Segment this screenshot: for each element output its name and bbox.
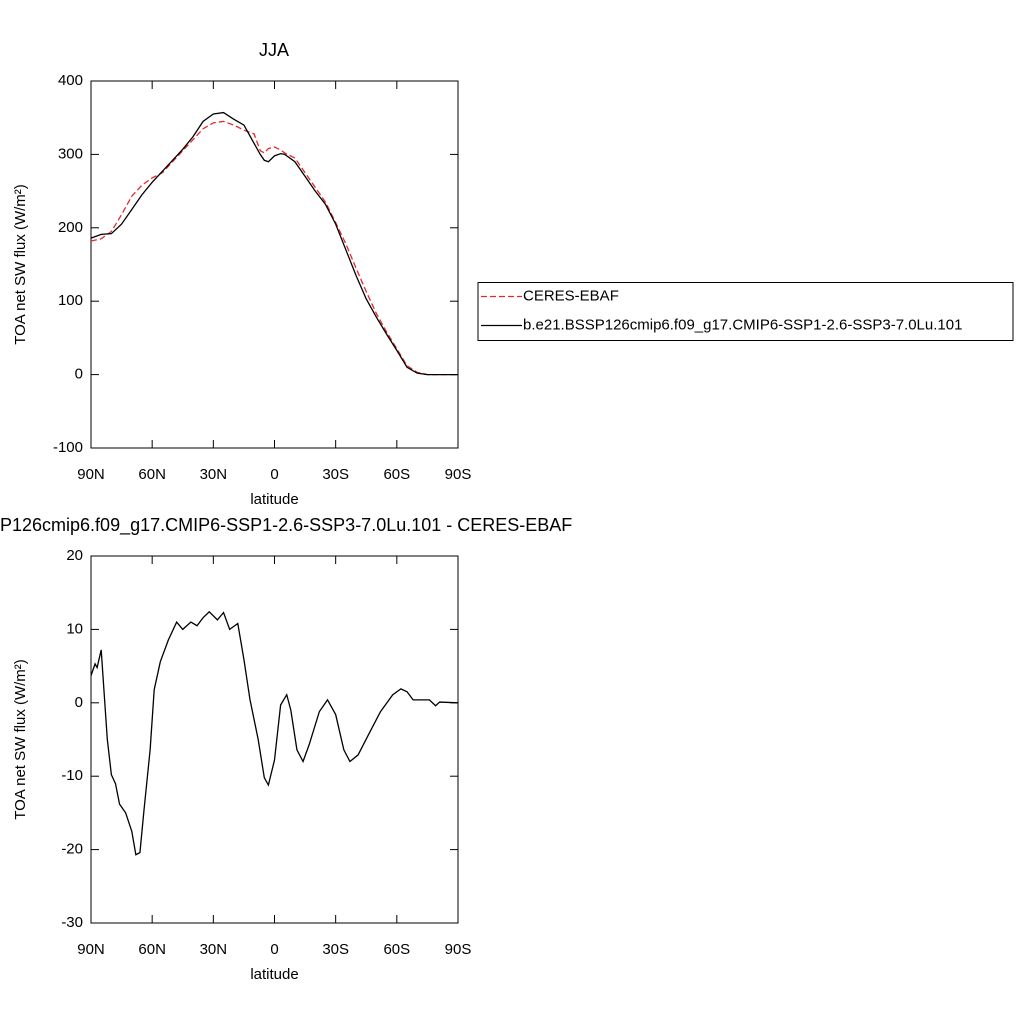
x-tick-label: 30N	[200, 941, 228, 958]
plot-frame	[90, 555, 459, 924]
x-axis-title: latitude	[250, 966, 298, 983]
y-tick-label: 200	[58, 219, 83, 236]
x-tick-label: 30S	[322, 941, 349, 958]
data-line	[90, 111, 458, 376]
y-tick-label: 10	[66, 620, 83, 637]
x-tick-label: 60N	[138, 466, 166, 483]
x-tick-label: 30S	[322, 466, 349, 483]
y-tick-label: 0	[75, 366, 83, 383]
y-tick-label: 400	[58, 72, 83, 89]
x-tick-label: 60S	[383, 941, 410, 958]
y-axis-title: TOA net SW flux (W/m²)	[12, 659, 29, 820]
y-tick-label: -10	[61, 767, 83, 784]
legend-label: b.e21.BSSP126cmip6.f09_g17.CMIP6-SSP1-2.…	[523, 316, 962, 333]
legend-box	[477, 282, 1014, 341]
chart-title: JJA	[259, 40, 289, 60]
y-tick-label: 20	[66, 547, 83, 564]
y-tick-label: 300	[58, 145, 83, 162]
y-tick-label: -30	[61, 914, 83, 931]
x-axis-title: latitude	[250, 491, 298, 508]
x-tick-label: 0	[270, 941, 278, 958]
chart-title: P126cmip6.f09_g17.CMIP6-SSP1-2.6-SSP3-7.…	[0, 515, 572, 536]
plot-frame	[90, 80, 459, 449]
legend: CERES-EBAF b.e21.BSSP126cmip6.f09_g17.CMI…	[477, 282, 1014, 341]
y-tick-label: -20	[61, 841, 83, 858]
data-line	[90, 610, 459, 856]
y-tick-label: 100	[58, 292, 83, 309]
x-tick-label: 90N	[77, 941, 105, 958]
x-tick-label: 0	[270, 466, 278, 483]
y-tick-label: -100	[53, 439, 83, 456]
x-tick-label: 60N	[138, 941, 166, 958]
legend-label: CERES-EBAF	[523, 287, 619, 304]
x-tick-label: 60S	[383, 466, 410, 483]
y-axis-title: TOA net SW flux (W/m²)	[12, 184, 29, 345]
x-tick-label: 90S	[445, 941, 472, 958]
x-tick-label: 90S	[445, 466, 472, 483]
y-tick-label: 0	[75, 694, 83, 711]
x-tick-label: 90N	[77, 466, 105, 483]
data-line	[90, 120, 458, 376]
x-tick-label: 30N	[200, 466, 228, 483]
